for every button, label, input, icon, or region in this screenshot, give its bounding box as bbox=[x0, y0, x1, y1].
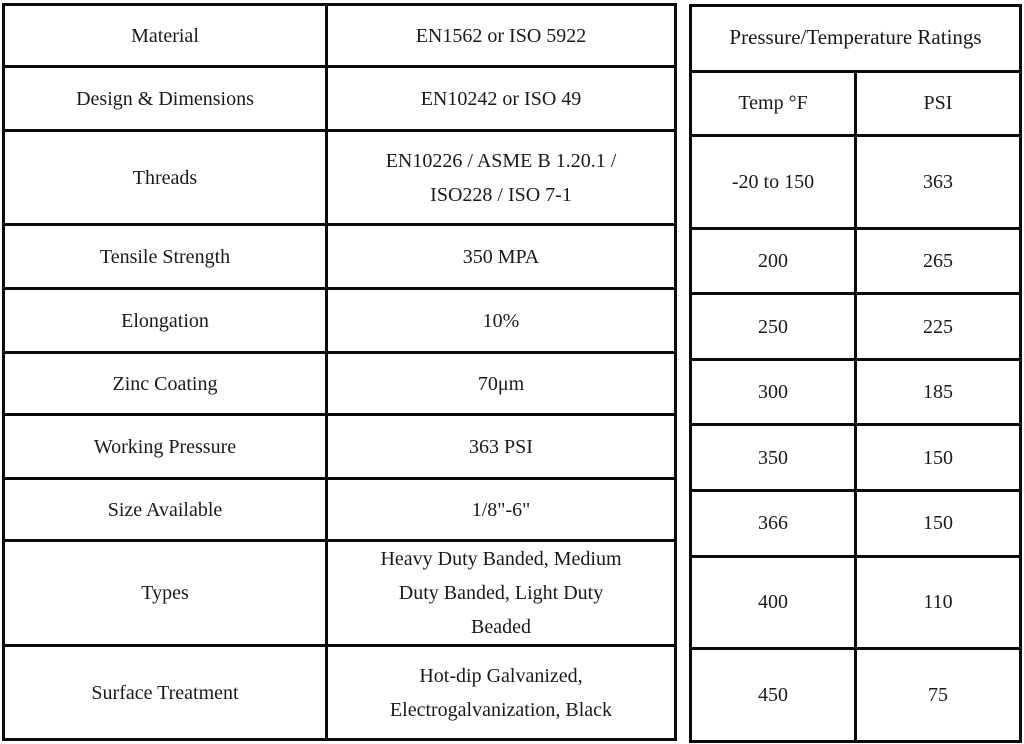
ratings-row: 200 265 bbox=[689, 226, 1022, 296]
ratings-temp-value: 250 bbox=[689, 292, 857, 361]
ratings-title-row: Pressure/Temperature Ratings bbox=[689, 4, 1022, 73]
ratings-row: -20 to 150 363 bbox=[689, 134, 1022, 230]
ratings-temp-value: 200 bbox=[689, 226, 857, 296]
spec-label-elongation: Elongation bbox=[2, 287, 328, 354]
ratings-psi-value: 363 bbox=[854, 134, 1022, 230]
spec-label-material: Material bbox=[2, 3, 328, 68]
ratings-row: 450 75 bbox=[689, 647, 1022, 743]
ratings-psi-value: 265 bbox=[854, 226, 1022, 296]
ratings-row: 366 150 bbox=[689, 489, 1022, 558]
ratings-psi-value: 110 bbox=[854, 554, 1022, 651]
ratings-table: Pressure/Temperature Ratings Temp °F PSI… bbox=[689, 4, 1022, 743]
spec-row-surface-treatment: Surface Treatment Hot-dip Galvanized, El… bbox=[2, 644, 677, 741]
ratings-psi-value: 150 bbox=[854, 489, 1022, 558]
spec-value-size-available: 1/8"-6" bbox=[325, 477, 677, 542]
spec-value-material: EN1562 or ISO 5922 bbox=[325, 3, 677, 68]
ratings-temp-value: 400 bbox=[689, 554, 857, 651]
spec-value-elongation: 10% bbox=[325, 287, 677, 354]
spec-row-design-dimensions: Design & Dimensions EN10242 or ISO 49 bbox=[2, 65, 677, 132]
ratings-psi-value: 150 bbox=[854, 423, 1022, 493]
spec-value-surface-treatment: Hot-dip Galvanized, Electrogalvanization… bbox=[325, 644, 677, 741]
ratings-table-title: Pressure/Temperature Ratings bbox=[689, 4, 1022, 73]
spec-value-working-pressure: 363 PSI bbox=[325, 413, 677, 480]
spec-row-working-pressure: Working Pressure 363 PSI bbox=[2, 413, 677, 480]
spec-row-threads: Threads EN10226 / ASME B 1.20.1 / ISO228… bbox=[2, 129, 677, 226]
ratings-row: 300 185 bbox=[689, 357, 1022, 427]
spec-label-size-available: Size Available bbox=[2, 477, 328, 542]
spec-row-types: Types Heavy Duty Banded, Medium Duty Ban… bbox=[2, 539, 677, 647]
ratings-temp-value: 350 bbox=[689, 423, 857, 493]
spec-row-tensile-strength: Tensile Strength 350 MPA bbox=[2, 223, 677, 290]
spec-label-tensile-strength: Tensile Strength bbox=[2, 223, 328, 290]
spec-value-threads: EN10226 / ASME B 1.20.1 / ISO228 / ISO 7… bbox=[325, 129, 677, 226]
spec-value-design-dimensions: EN10242 or ISO 49 bbox=[325, 65, 677, 132]
ratings-temp-value: -20 to 150 bbox=[689, 134, 857, 230]
spec-value-zinc-coating: 70μm bbox=[325, 351, 677, 416]
spec-row-size-available: Size Available 1/8"-6" bbox=[2, 477, 677, 542]
ratings-psi-value: 75 bbox=[854, 647, 1022, 743]
spec-label-types: Types bbox=[2, 539, 328, 647]
spec-label-working-pressure: Working Pressure bbox=[2, 413, 328, 480]
ratings-psi-value: 225 bbox=[854, 292, 1022, 361]
spec-row-material: Material EN1562 or ISO 5922 bbox=[2, 3, 677, 68]
ratings-header-row: Temp °F PSI bbox=[689, 69, 1022, 138]
spec-value-types: Heavy Duty Banded, Medium Duty Banded, L… bbox=[325, 539, 677, 647]
ratings-row: 350 150 bbox=[689, 423, 1022, 493]
ratings-col-header-temp: Temp °F bbox=[689, 69, 857, 138]
spec-row-zinc-coating: Zinc Coating 70μm bbox=[2, 351, 677, 416]
ratings-row: 400 110 bbox=[689, 554, 1022, 651]
spec-row-elongation: Elongation 10% bbox=[2, 287, 677, 354]
spec-value-tensile-strength: 350 MPA bbox=[325, 223, 677, 290]
ratings-temp-value: 450 bbox=[689, 647, 857, 743]
ratings-row: 250 225 bbox=[689, 292, 1022, 361]
spec-label-threads: Threads bbox=[2, 129, 328, 226]
ratings-temp-value: 366 bbox=[689, 489, 857, 558]
spec-label-design-dimensions: Design & Dimensions bbox=[2, 65, 328, 132]
spec-table: Material EN1562 or ISO 5922 Design & Dim… bbox=[2, 3, 677, 741]
ratings-temp-value: 300 bbox=[689, 357, 857, 427]
ratings-col-header-psi: PSI bbox=[854, 69, 1022, 138]
spec-label-surface-treatment: Surface Treatment bbox=[2, 644, 328, 741]
ratings-psi-value: 185 bbox=[854, 357, 1022, 427]
spec-label-zinc-coating: Zinc Coating bbox=[2, 351, 328, 416]
